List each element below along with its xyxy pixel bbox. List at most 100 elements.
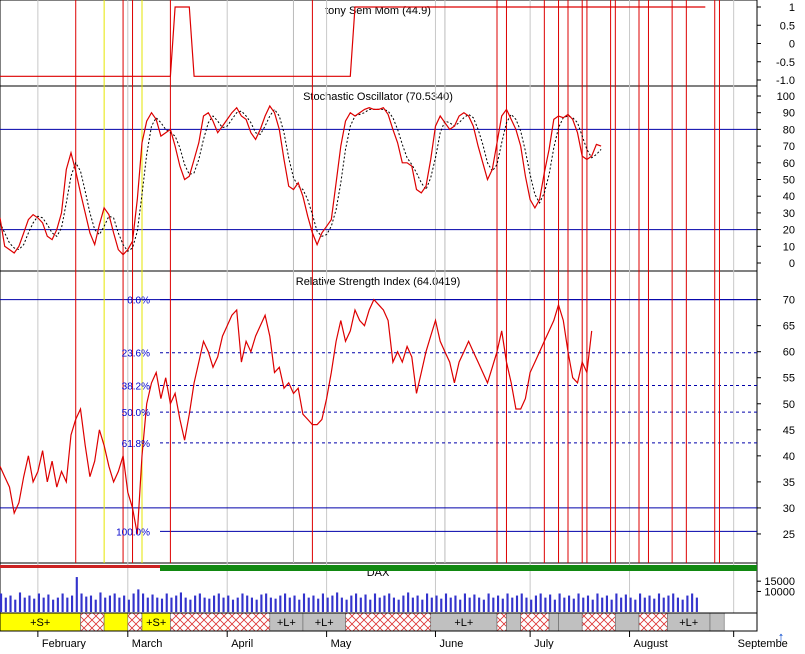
fib-level-label: 23.6% [122, 349, 150, 360]
volume-bar [208, 598, 211, 612]
volume-bar [142, 593, 145, 612]
y-tick-label: 50 [783, 399, 795, 411]
volume-bar [586, 595, 590, 612]
volume-bar [265, 593, 268, 612]
volume-bar [198, 593, 201, 612]
volume-bar [203, 597, 206, 612]
momentum-series [0, 6, 706, 77]
volume-bar [56, 597, 59, 612]
volume-bar [643, 597, 646, 612]
volume-bar [189, 599, 192, 612]
volume-bar [487, 593, 490, 612]
volume-bar [501, 598, 504, 612]
volume-bar [686, 595, 689, 612]
volume-bar [312, 595, 315, 612]
volume-bar [577, 593, 580, 612]
volume-bar [184, 597, 187, 612]
signal-band [558, 612, 583, 632]
y-tick-label: 70 [783, 295, 795, 307]
volume-bar [336, 592, 339, 612]
volume-bar [113, 593, 116, 612]
volume-bar [463, 593, 466, 612]
volume-bar [676, 597, 679, 612]
axis-layer: 0.0% 23.6% 38.2% 50.0% 61.8% 100.0% 1 0.5 0 -0.5 -… [116, 2, 795, 598]
fib-level-label: 100.0% [116, 527, 150, 538]
volume-bar [255, 599, 258, 612]
volume-bar [123, 595, 126, 612]
volume-bar [392, 597, 395, 612]
volume-bar [364, 594, 367, 612]
fib-level-label: 50.0% [122, 408, 150, 419]
volume-bar [610, 599, 613, 612]
volume-bar [137, 589, 140, 612]
volume-bar [634, 599, 637, 612]
signal-band [170, 612, 271, 632]
volume-bar [104, 597, 107, 612]
y-tick-label: 0.5 [780, 20, 795, 32]
volume-bar [473, 594, 476, 612]
volume-bar [61, 593, 64, 612]
volume-bar [468, 597, 471, 612]
volume-bar [378, 597, 381, 612]
y-tick-label: 40 [783, 191, 795, 203]
volume-bar [482, 599, 485, 612]
month-label: August [634, 638, 668, 649]
y-tick-label: 70 [783, 141, 795, 153]
volume-bar [9, 595, 12, 612]
volume-bar [14, 599, 17, 612]
fib-level-label: 61.8% [122, 439, 150, 450]
volume-bar [620, 597, 623, 612]
volume-bar [331, 595, 334, 612]
volume-bar [605, 595, 608, 612]
volume-trend-band-red [0, 565, 160, 568]
volume-trend-band [160, 565, 757, 571]
signal-band-label: +L+ [679, 617, 698, 629]
volume-bar [213, 595, 216, 612]
volume-bar [511, 597, 514, 612]
volume-bar [558, 593, 561, 612]
signal-band-label: +L+ [277, 617, 296, 629]
volume-bar [179, 592, 182, 612]
scroll-up-icon[interactable]: ↑ [778, 629, 785, 644]
volume-bar [629, 597, 632, 612]
signal-band [709, 612, 725, 632]
volume-bar [572, 598, 575, 612]
fib-level-label: 38.2% [122, 382, 150, 393]
volume-bar [397, 599, 400, 612]
volume-bar [75, 577, 78, 612]
signal-band [496, 612, 507, 632]
y-tick-label: 25 [783, 529, 795, 541]
y-tick-label: 1 [789, 2, 795, 14]
month-label: July [534, 638, 554, 649]
y-tick-label: 90 [783, 108, 795, 120]
volume-bar [321, 593, 324, 612]
y-tick-label: 65 [783, 321, 795, 333]
volume-bar [534, 595, 537, 612]
stochastic-panel: Stochastic Oscillator (70.5340) [0, 85, 758, 272]
volume-bar [355, 593, 358, 612]
month-label: June [439, 638, 463, 649]
volume-bar [47, 594, 50, 612]
volume-bar [459, 599, 462, 612]
volume-bar [653, 598, 656, 612]
volume-bar [383, 595, 386, 612]
volume-bar [4, 597, 7, 612]
volume-bar [416, 595, 419, 612]
volume-bar [596, 593, 599, 612]
signal-band [345, 612, 432, 632]
stoch-d-series [0, 108, 602, 252]
month-axis: February March April May June July August Septe… [0, 630, 788, 650]
volume-bar [165, 593, 168, 612]
volume-bar [18, 592, 22, 612]
volume-bar [454, 595, 457, 612]
volume-bar [118, 597, 121, 612]
volume-bar [33, 598, 36, 612]
volume-bar [662, 597, 665, 612]
y-tick-label: 30 [783, 208, 795, 220]
volume-bar [340, 597, 343, 612]
volume-bar [284, 593, 287, 612]
y-tick-label: -1.0 [776, 75, 795, 87]
top-panel: tony Sem Mom (44.9) [0, 0, 758, 87]
volume-bar [89, 595, 93, 612]
volume-bar [506, 593, 509, 612]
